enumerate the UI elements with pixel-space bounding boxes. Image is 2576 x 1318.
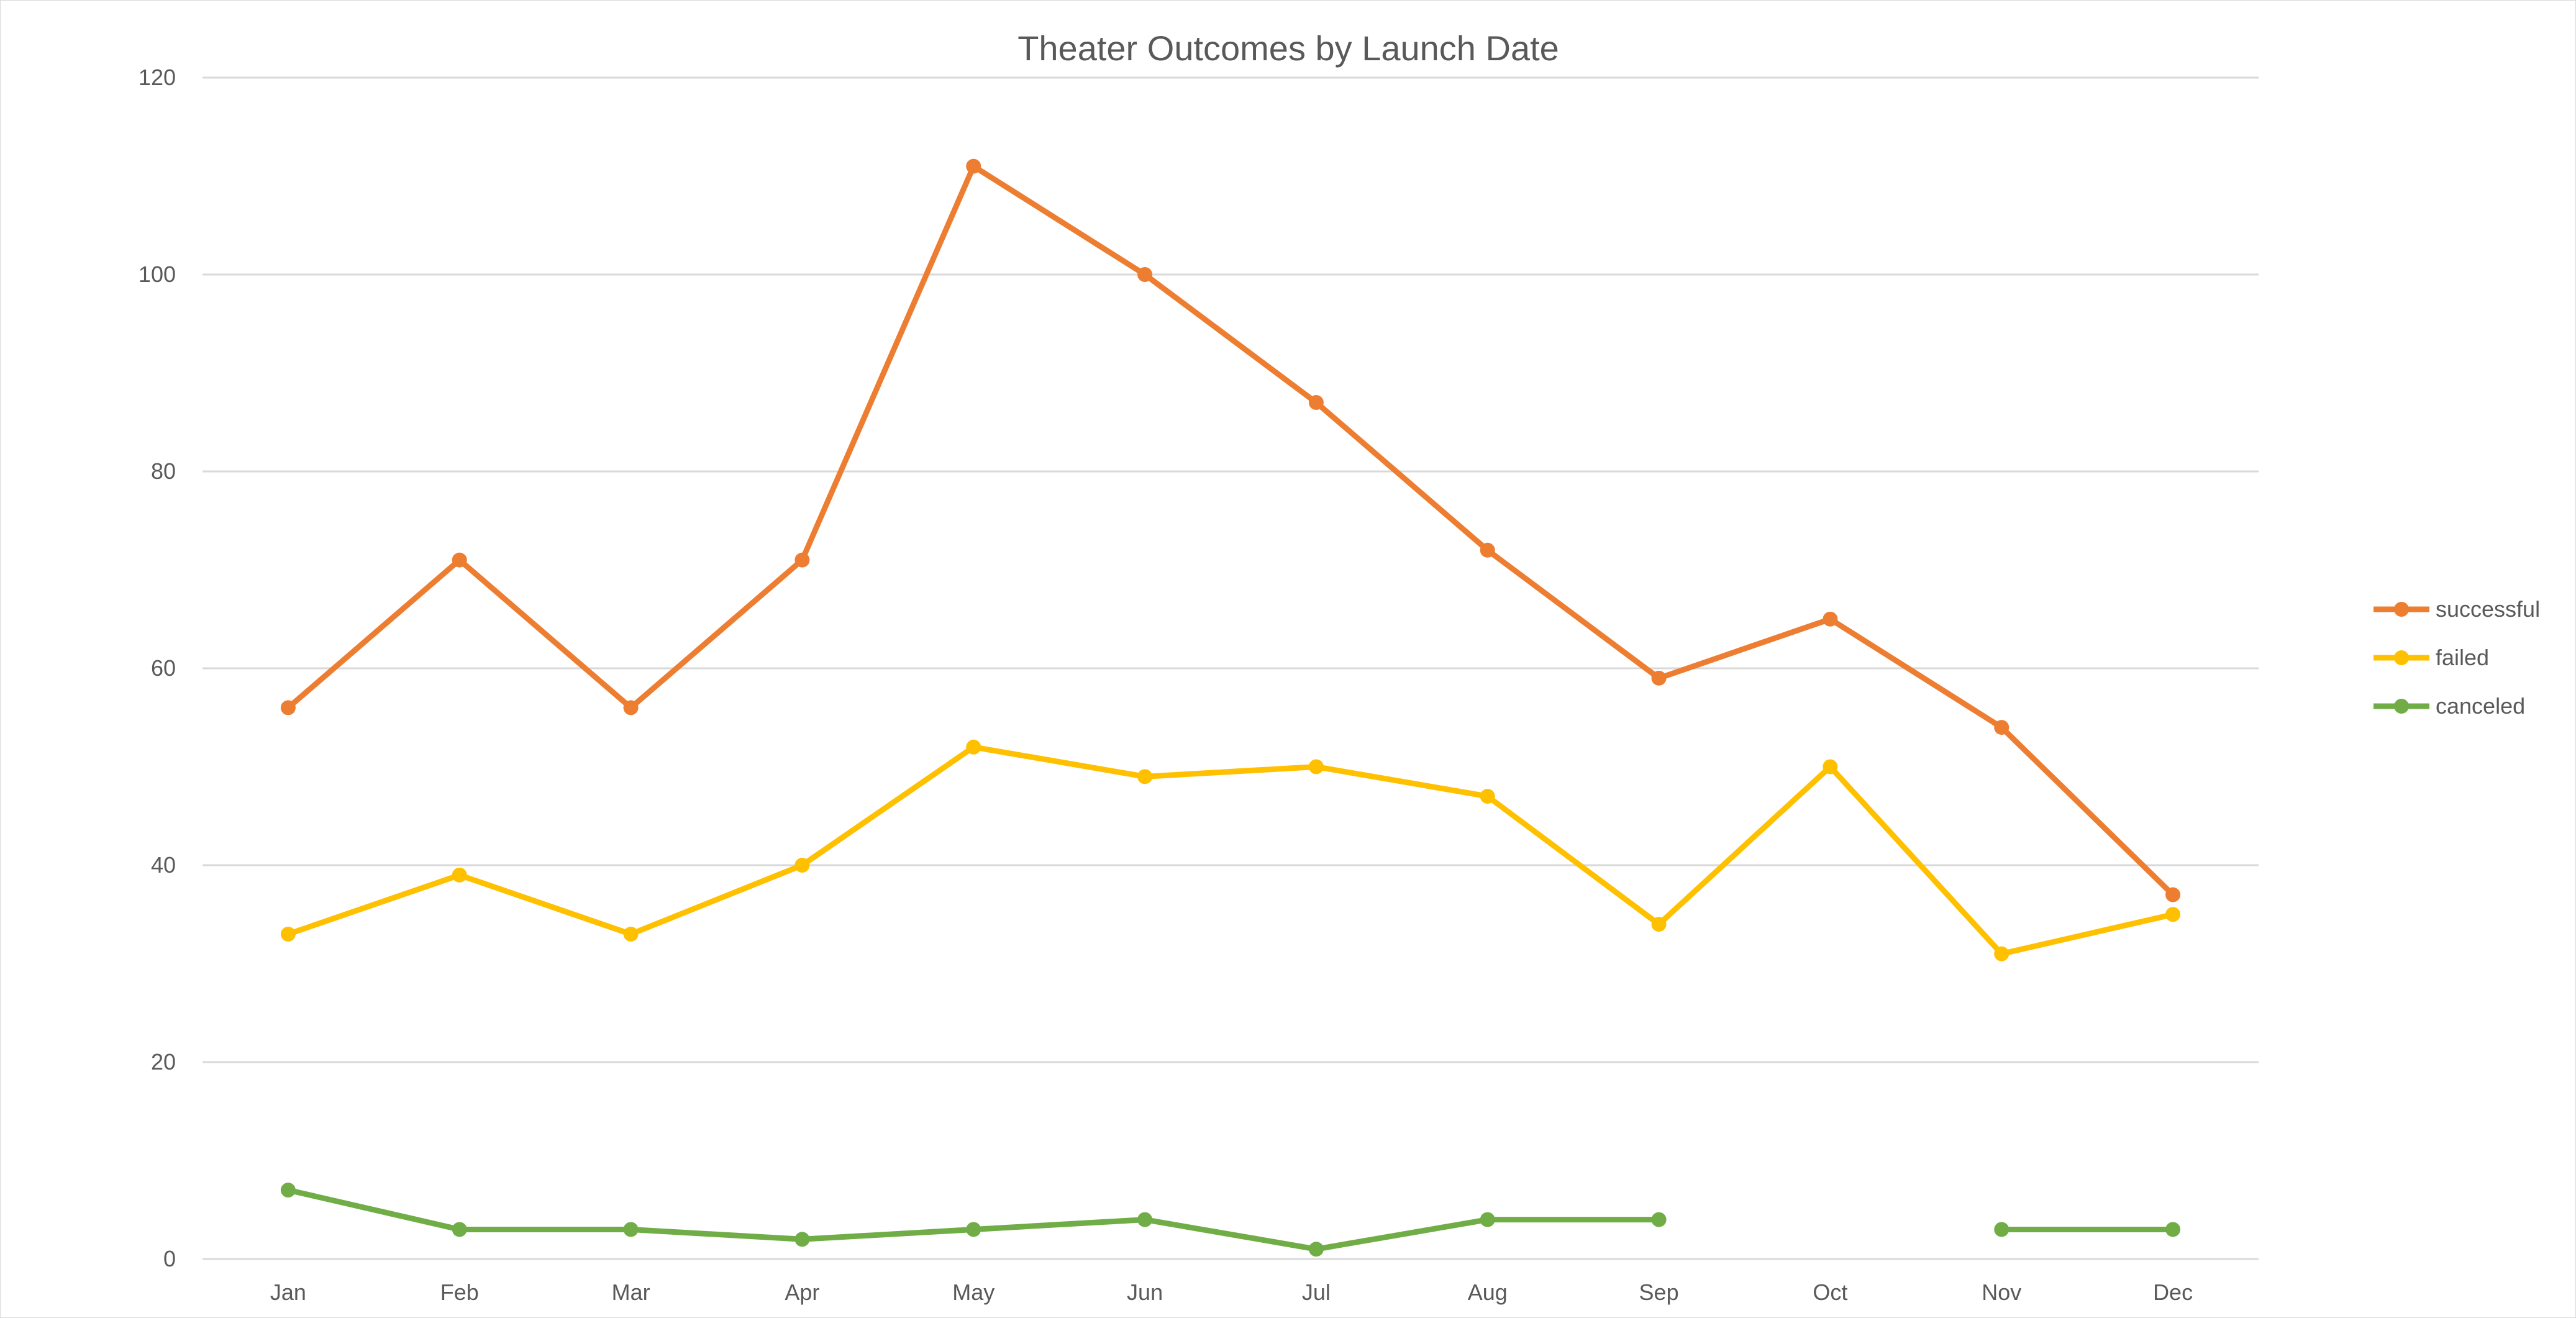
data-point-canceled <box>623 1222 639 1237</box>
y-tick-label: 20 <box>151 1049 176 1075</box>
series-line-failed <box>285 744 2176 957</box>
data-point-successful <box>1480 542 1495 558</box>
data-point-failed <box>623 926 639 942</box>
gridlines <box>203 76 2259 1260</box>
x-tick-label: Apr <box>785 1279 819 1305</box>
legend-label: canceled <box>2436 693 2525 719</box>
x-tick-label: Sep <box>1639 1279 1679 1305</box>
y-axis-tick-labels: 0 20 40 60 80 100 120 <box>139 65 176 1271</box>
data-point-successful <box>1823 611 1838 627</box>
series-successful <box>280 158 2181 902</box>
series-failed <box>280 739 2181 961</box>
data-point-failed <box>966 739 981 755</box>
data-point-canceled <box>1480 1212 1495 1227</box>
data-point-canceled <box>1651 1212 1667 1227</box>
y-tick-label: 80 <box>151 458 176 484</box>
data-point-canceled <box>966 1222 981 1237</box>
legend: successful failed canceled <box>2373 596 2540 719</box>
data-point-canceled <box>2165 1222 2181 1237</box>
data-point-successful <box>280 700 296 716</box>
data-point-successful <box>1137 267 1153 282</box>
x-tick-label: Nov <box>1982 1279 2021 1305</box>
data-point-successful <box>794 552 810 568</box>
legend-item-failed: failed <box>2373 645 2489 670</box>
legend-marker <box>2394 650 2409 665</box>
data-point-successful <box>966 158 981 174</box>
y-tick-label: 60 <box>151 655 176 681</box>
data-point-failed <box>452 867 467 883</box>
legend-label: failed <box>2436 645 2489 670</box>
data-point-failed <box>280 926 296 942</box>
x-tick-label: Dec <box>2153 1279 2193 1305</box>
data-point-successful <box>1651 670 1667 686</box>
legend-item-successful: successful <box>2373 596 2540 622</box>
data-point-canceled <box>794 1232 810 1247</box>
data-point-successful <box>1994 720 2009 735</box>
data-point-successful <box>623 700 639 716</box>
data-point-failed <box>1994 946 2009 961</box>
data-point-canceled <box>1994 1222 2009 1237</box>
legend-marker <box>2394 602 2409 617</box>
legend-marker <box>2394 699 2409 714</box>
x-tick-label: Jun <box>1127 1279 1163 1305</box>
data-point-successful <box>452 552 467 568</box>
x-tick-label: Mar <box>612 1279 650 1305</box>
legend-item-canceled: canceled <box>2373 693 2525 719</box>
series-line-canceled <box>285 1187 2176 1252</box>
data-point-failed <box>1480 789 1495 804</box>
data-point-failed <box>2165 907 2181 922</box>
data-point-canceled <box>1137 1212 1153 1227</box>
data-point-failed <box>794 858 810 873</box>
chart-title: Theater Outcomes by Launch Date <box>1017 29 1559 68</box>
series-canceled <box>280 1183 2181 1257</box>
data-point-failed <box>1137 769 1153 784</box>
data-point-failed <box>1308 759 1324 775</box>
y-tick-label: 40 <box>151 852 176 878</box>
data-point-successful <box>1308 395 1324 411</box>
y-tick-label: 100 <box>139 261 176 287</box>
x-tick-label: Jul <box>1302 1279 1331 1305</box>
x-tick-label: Aug <box>1468 1279 1508 1305</box>
data-point-canceled <box>280 1183 296 1198</box>
x-tick-label: May <box>952 1279 994 1305</box>
legend-label: successful <box>2436 596 2540 622</box>
series-lines <box>280 158 2181 1257</box>
y-tick-label: 120 <box>139 65 176 90</box>
x-axis-tick-labels: Jan Feb Mar Apr May Jun Jul Aug Sep Oct Nov Dec <box>270 1279 2193 1305</box>
y-tick-label: 0 <box>163 1246 176 1271</box>
series-line-successful <box>285 163 2176 898</box>
x-tick-label: Jan <box>270 1279 306 1305</box>
data-point-failed <box>1823 759 1838 775</box>
x-tick-label: Oct <box>1813 1279 1847 1305</box>
data-point-failed <box>1651 917 1667 932</box>
data-point-canceled <box>452 1222 467 1237</box>
data-point-canceled <box>1308 1242 1324 1257</box>
data-point-successful <box>2165 887 2181 902</box>
x-tick-label: Feb <box>440 1279 479 1305</box>
